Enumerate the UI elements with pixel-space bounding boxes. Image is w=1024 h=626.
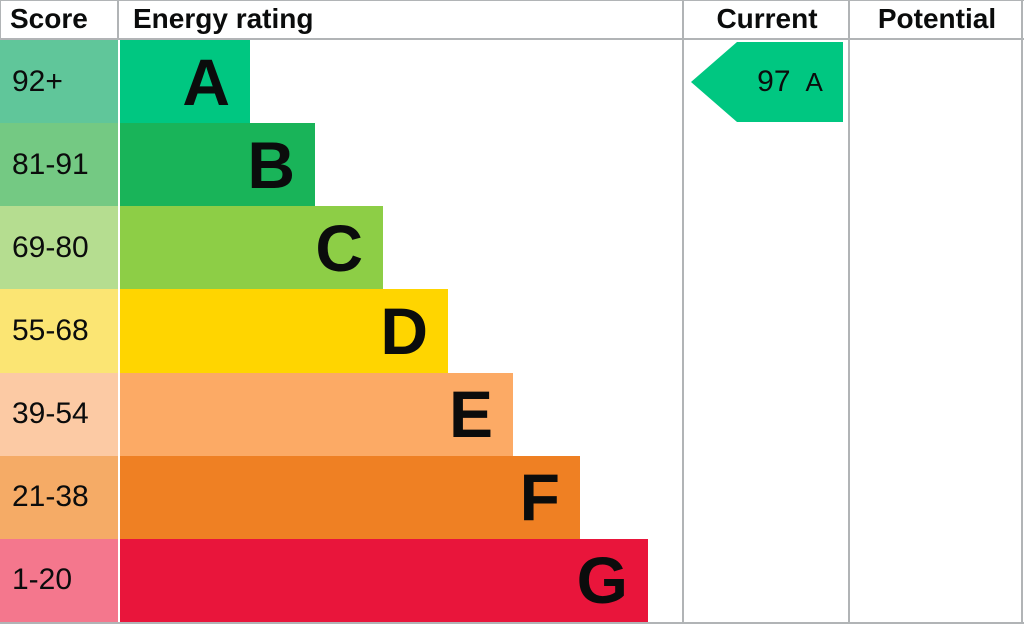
column-header-current: Current: [716, 3, 818, 34]
band-bar: C: [120, 206, 383, 290]
column-header-energy-rating: Energy rating: [133, 3, 314, 34]
score-range-cell: 69-80: [0, 206, 118, 290]
table-right-border: [1021, 0, 1023, 624]
cell-divider: [118, 455, 120, 539]
score-range-cell: 55-68: [0, 289, 118, 373]
column-header-score: Score: [10, 3, 88, 34]
table-top-border: [0, 0, 1024, 1]
band-bar: D: [120, 289, 448, 373]
band-letter: C: [315, 210, 363, 285]
band-row-e: 39-54 E: [0, 372, 1024, 456]
band-bar: A: [120, 40, 250, 124]
band-letter: B: [247, 127, 295, 202]
header-row: Score Energy rating Current Potential: [0, 0, 1024, 38]
band-bar: B: [120, 123, 315, 207]
score-range-cell: 1-20: [0, 538, 118, 622]
band-rows: 92+ A 81-91 B 69-80 C 55-68 D: [0, 40, 1024, 622]
band-letter: E: [448, 377, 493, 452]
score-column-divider: [117, 0, 119, 38]
current-column-divider: [682, 0, 684, 624]
cell-divider: [118, 123, 120, 207]
cell-divider: [118, 372, 120, 456]
band-row-a: 92+ A: [0, 40, 1024, 124]
current-score-value: 97: [757, 65, 791, 98]
band-letter: D: [380, 293, 428, 368]
band-row-c: 69-80 C: [0, 206, 1024, 290]
current-band-letter: A: [805, 66, 823, 97]
band-row-f: 21-38 F: [0, 455, 1024, 539]
header-left-border: [0, 0, 1, 38]
band-bar: G: [120, 538, 648, 622]
score-range-cell: 21-38: [0, 455, 118, 539]
cell-divider: [118, 40, 120, 124]
column-header-potential: Potential: [877, 3, 997, 34]
band-row-b: 81-91 B: [0, 123, 1024, 207]
score-range-cell: 92+: [0, 40, 118, 124]
potential-column-divider: [848, 0, 850, 624]
table-bottom-border: [0, 622, 1024, 624]
band-bar: E: [120, 372, 513, 456]
band-row-d: 55-68 D: [0, 289, 1024, 373]
band-row-g: 1-20 G: [0, 538, 1024, 622]
header-divider: [0, 38, 1024, 40]
band-letter: A: [182, 44, 230, 119]
cell-divider: [118, 538, 120, 622]
cell-divider: [118, 206, 120, 290]
band-letter: G: [576, 543, 628, 618]
score-range-cell: 81-91: [0, 123, 118, 207]
band-bar: F: [120, 455, 580, 539]
score-range-cell: 39-54: [0, 372, 118, 456]
cell-divider: [118, 289, 120, 373]
band-letter: F: [519, 460, 560, 535]
